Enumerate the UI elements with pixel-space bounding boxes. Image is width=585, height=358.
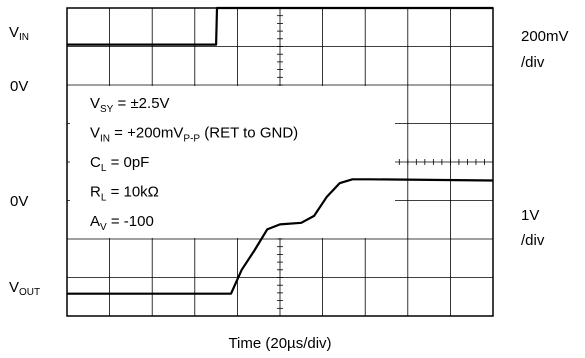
condition-subscript: L — [101, 163, 107, 174]
condition-text: = 10kΩ — [106, 184, 159, 201]
vout-label: VOUT — [9, 279, 40, 298]
condition-line: VSY = ±2.5V — [90, 95, 170, 115]
condition-text: = 0pF — [106, 154, 149, 171]
zero-bottom-label: 0V — [10, 193, 28, 210]
condition-text: R — [90, 184, 101, 201]
conditions-box — [70, 86, 395, 238]
condition-text: A — [90, 213, 100, 230]
vin-label: VIN — [9, 24, 29, 43]
bottom-scale-label: 1V — [521, 207, 539, 224]
x-axis-label: Time (20µs/div) — [228, 335, 331, 352]
traces — [67, 6, 494, 295]
zero-top-label: 0V — [10, 78, 28, 95]
condition-text: = ±2.5V — [113, 95, 169, 112]
condition-text: V — [90, 125, 100, 142]
condition-subscript: P-P — [183, 134, 200, 145]
condition-line: CL = 0pF — [90, 154, 149, 174]
condition-text: (RET to GND) — [200, 125, 298, 142]
top-unit-label: /div — [521, 54, 545, 71]
condition-subscript: SY — [100, 104, 114, 115]
condition-subscript: L — [101, 193, 107, 204]
condition-text: V — [90, 95, 100, 112]
condition-line: VIN = +200mVP-P (RET to GND) — [90, 125, 298, 145]
top-scale-label: 200mV — [521, 28, 569, 45]
condition-text: = +200mV — [110, 125, 183, 142]
condition-line: AV = -100 — [90, 213, 154, 233]
condition-subscript: V — [100, 222, 107, 233]
trace-vin — [67, 6, 493, 46]
condition-text: = -100 — [107, 213, 154, 230]
condition-line: RL = 10kΩ — [90, 184, 159, 204]
trace-vout — [67, 178, 494, 295]
condition-subscript: IN — [100, 134, 110, 145]
bottom-unit-label: /div — [521, 232, 545, 249]
condition-text: C — [90, 154, 101, 171]
